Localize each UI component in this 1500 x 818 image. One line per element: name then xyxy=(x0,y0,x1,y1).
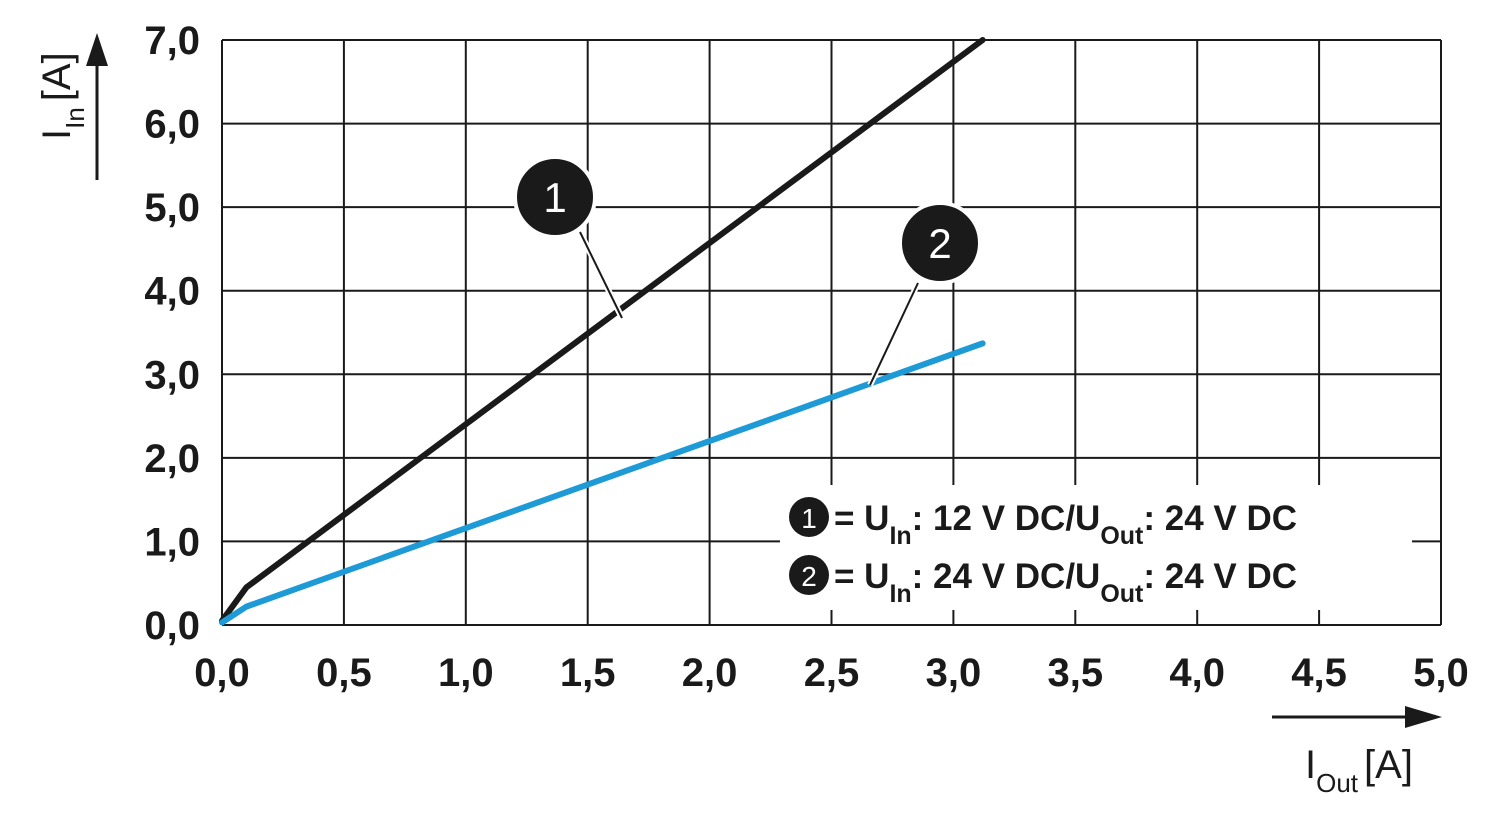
x-tick-label: 2,5 xyxy=(804,651,860,695)
x-tick-label: 1,0 xyxy=(438,651,494,695)
legend-sub: In xyxy=(889,580,911,608)
legend-sub: Out xyxy=(1100,522,1144,550)
x-tick-label: 1,5 xyxy=(560,651,616,695)
y-tick-label: 0,0 xyxy=(144,604,200,648)
y-tick-label: 2,0 xyxy=(144,437,200,481)
x-tick-label: 4,0 xyxy=(1169,651,1225,695)
callout-label: 1 xyxy=(543,174,566,221)
y-tick-label: 1,0 xyxy=(144,520,200,564)
legend-text: = U xyxy=(834,557,889,596)
y-tick-label: 3,0 xyxy=(144,353,200,397)
x-tick-label: 5,0 xyxy=(1413,651,1469,695)
legend-entry: = UIn: 12 V DC/UOut: 24 V DC xyxy=(834,499,1297,550)
legend-text: : 12 V DC/U xyxy=(912,499,1101,538)
callout-label: 2 xyxy=(928,220,951,267)
legend-entry: = UIn: 24 V DC/UOut: 24 V DC xyxy=(834,557,1297,608)
y-tick-label: 6,0 xyxy=(144,103,200,147)
legend-text: : 24 V DC/U xyxy=(912,557,1101,596)
x-tick-label: 2,0 xyxy=(682,651,738,695)
y-label-main: I xyxy=(35,129,79,140)
callout-marker xyxy=(513,155,597,239)
legend-marker-label: 2 xyxy=(801,561,817,592)
x-tick-label: 3,0 xyxy=(926,651,982,695)
lines xyxy=(219,37,986,626)
series-line xyxy=(219,37,986,624)
leader-line xyxy=(579,231,623,319)
x-label-sub: Out xyxy=(1316,768,1359,798)
y-label-sub: In xyxy=(60,107,90,129)
y-axis-label: IIn [A] xyxy=(35,52,90,140)
legend-sub: In xyxy=(889,522,911,550)
legend-box xyxy=(780,485,1412,610)
legend-marker-label: 1 xyxy=(801,503,817,534)
x-axis-title: IOut [A] xyxy=(1305,743,1413,798)
leader-line xyxy=(869,282,919,386)
legend-text: : 24 V DC xyxy=(1143,499,1297,538)
legend-sub: Out xyxy=(1100,580,1144,608)
x-tick-label: 4,5 xyxy=(1291,651,1347,695)
series-line xyxy=(219,340,986,626)
callout-marker xyxy=(898,201,982,285)
legend-marker xyxy=(789,497,829,537)
y-tick-label: 4,0 xyxy=(144,270,200,314)
y-tick-label: 5,0 xyxy=(144,186,200,230)
x-tick-label: 0,5 xyxy=(316,651,372,695)
y-axis-title: IIn [A] xyxy=(35,52,90,140)
y-axis-arrowhead xyxy=(86,33,108,66)
legend-marker xyxy=(789,555,829,595)
x-label-main: I xyxy=(1305,743,1316,787)
x-label-unit: [A] xyxy=(1364,743,1413,787)
x-tick-label: 0,0 xyxy=(194,651,250,695)
x-axis-arrowhead xyxy=(1405,706,1442,728)
legend-text: = U xyxy=(834,499,889,538)
legend-text: : 24 V DC xyxy=(1143,557,1297,596)
y-label-unit: [A] xyxy=(35,52,79,101)
x-tick-label: 3,5 xyxy=(1047,651,1103,695)
y-tick-label: 7,0 xyxy=(144,19,200,63)
